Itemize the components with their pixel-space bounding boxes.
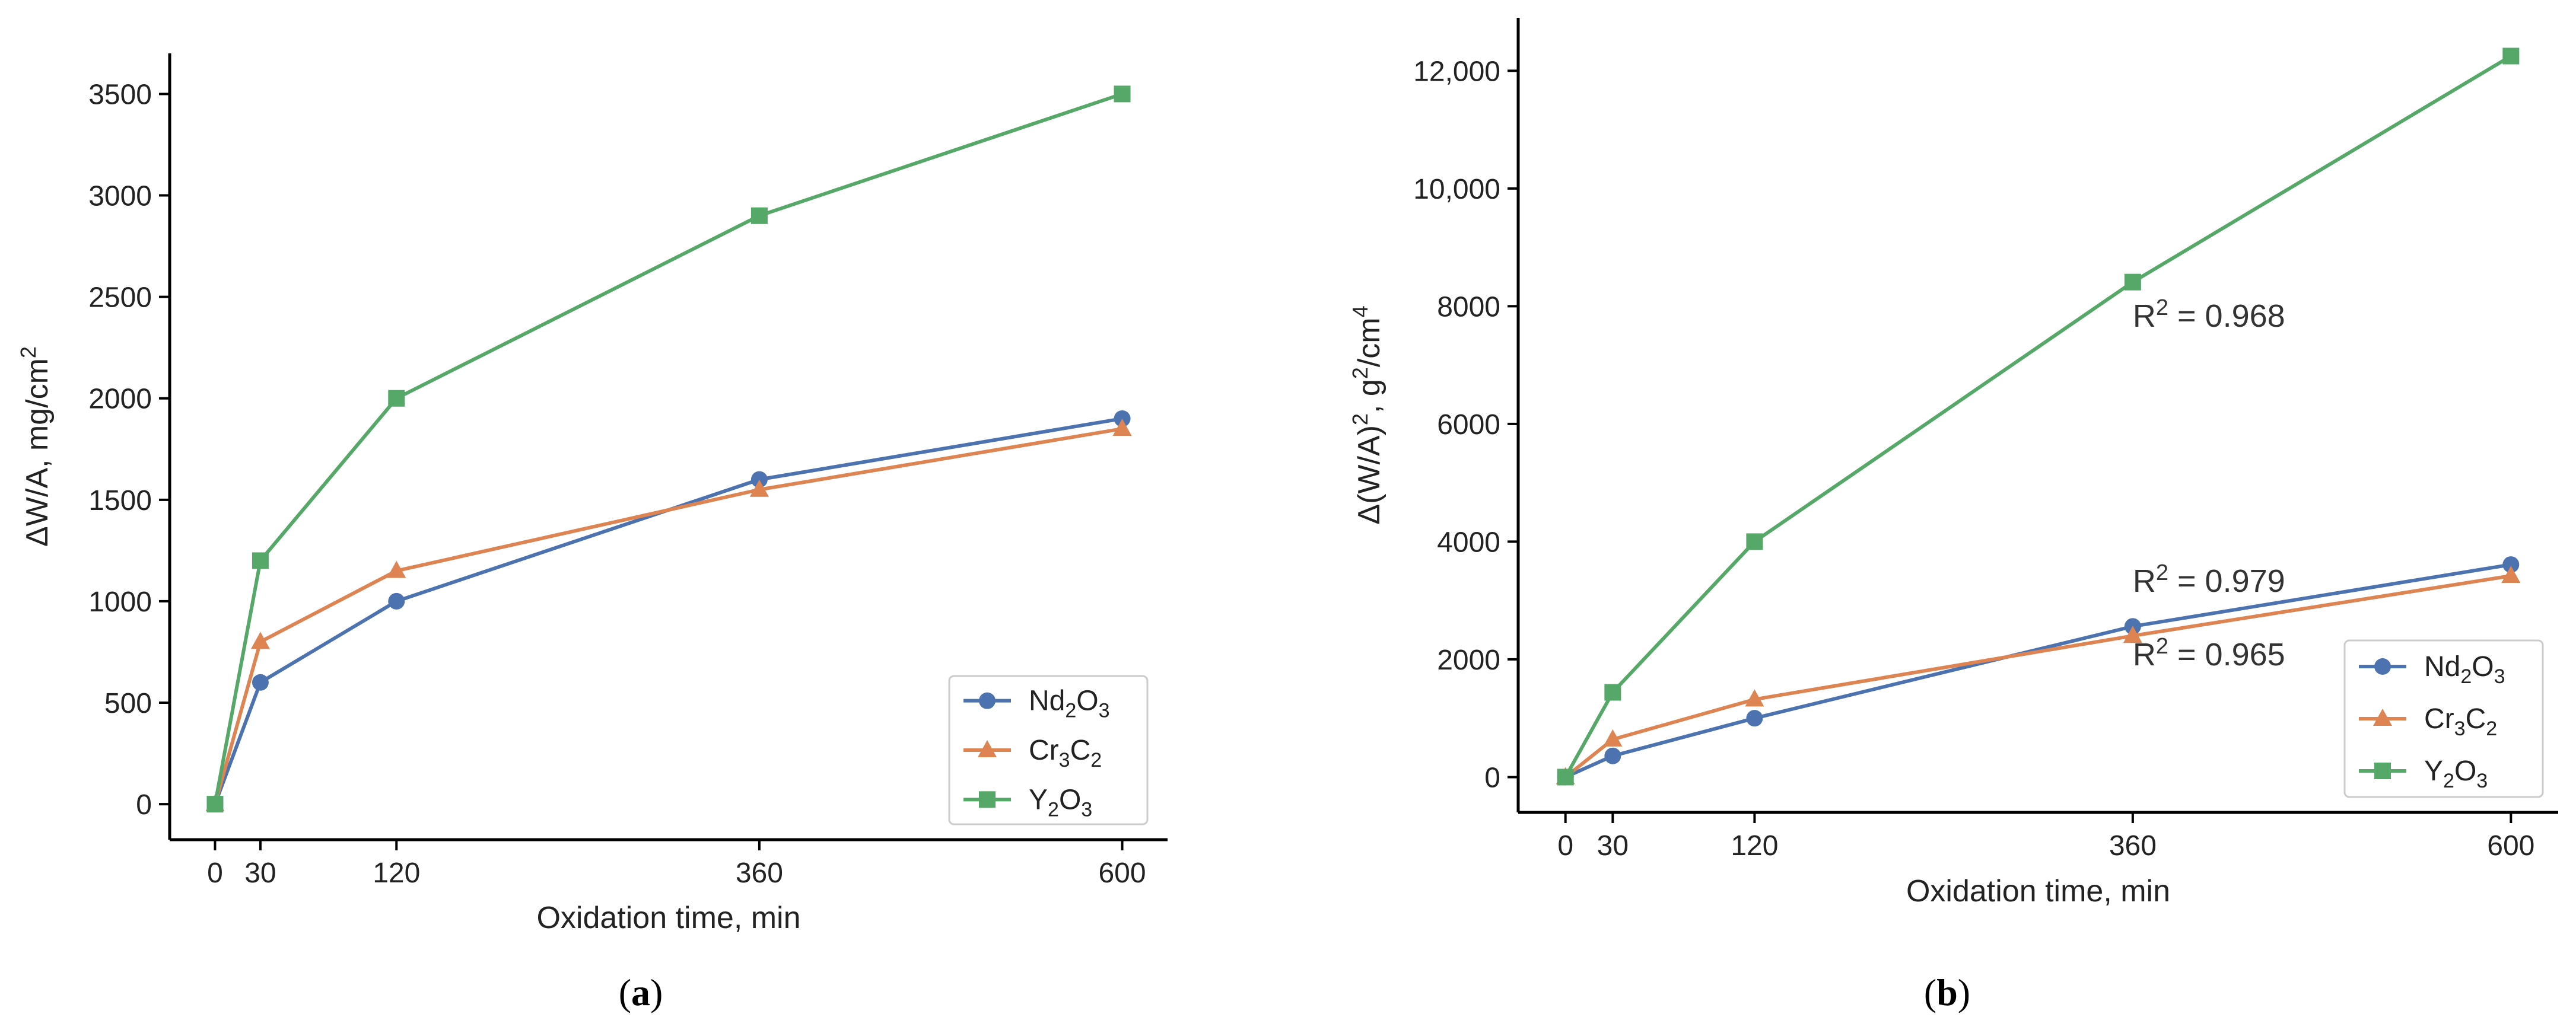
x-tick-label: 600 [1098,857,1146,889]
x-tick-label: 360 [736,857,783,889]
data-point-Y2O3 [252,552,269,569]
data-point-Y2O3 [2124,273,2141,291]
caption-a-letter: a [631,971,650,1013]
data-point-Nd2O3 [750,471,768,488]
y-axis-title: ΔW/A, mg/cm2 [16,346,55,547]
data-point-Y2O3 [1746,533,1763,550]
legend-label-Cr3C2: Cr3C2 [2424,703,2497,740]
x-tick-label: 600 [2487,830,2534,862]
caption-b-letter: b [1936,971,1958,1013]
y-tick-label: 2500 [88,282,152,314]
x-axis-title: Oxidation time, min [536,901,800,935]
y-tick-label: 6000 [1437,409,1500,441]
y-tick-label: 0 [1484,762,1500,793]
data-point-Nd2O3 [1604,747,1621,764]
y-tick-label: 4000 [1437,527,1500,558]
r-squared-annotation: R2 = 0.968 [2133,295,2285,334]
y-tick-label: 3000 [88,181,152,212]
y-tick-label: 500 [104,688,152,719]
data-point-Y2O3 [1114,85,1131,103]
legend-marker-Nd2O3 [979,692,996,709]
y-tick-label: 0 [136,789,152,821]
data-point-Cr3C2 [2501,565,2521,583]
legend-marker-Cr3C2 [978,740,997,757]
legend-label-Y2O3: Y2O3 [2424,755,2488,792]
data-point-Cr3C2 [387,560,406,578]
x-axis-title: Oxidation time, min [1906,874,2170,908]
legend-marker-Cr3C2 [2373,709,2392,726]
caption-b: (b) [1924,971,1970,1013]
data-point-Cr3C2 [1603,729,1623,747]
legend-label-Cr3C2: Cr3C2 [1029,735,1102,771]
data-point-Cr3C2 [2123,626,2142,643]
data-point-Nd2O3 [1746,710,1763,727]
legend-marker-Y2O3 [2374,763,2391,779]
data-point-Nd2O3 [388,592,405,610]
y-tick-label: 2000 [88,384,152,415]
data-point-Nd2O3 [2502,556,2520,573]
panel-a: 0 500 1000 1500 2000 2500 3000 3500 0 30 120 360 600… [16,53,1168,935]
caption-a: (a) [619,971,663,1013]
r-squared-annotation: R2 = 0.965 [2133,634,2285,672]
data-point-Y2O3 [1557,769,1574,786]
legend-marker-Nd2O3 [2374,658,2391,675]
x-tick-label: 30 [1597,830,1629,862]
y-tick-label: 1500 [88,485,152,516]
x-tick-label: 360 [2109,830,2157,862]
data-point-Y2O3 [206,796,224,813]
legend-label-Nd2O3: Nd2O3 [2424,651,2505,688]
panel-b: 0 2000 4000 6000 8000 10,000 12,000 0 30 120 360 60… [1348,18,2558,908]
legend-box [2343,639,2544,798]
y-tick-label: 1000 [88,586,152,618]
data-point-Y2O3 [2502,47,2520,65]
data-point-Cr3C2 [749,479,769,497]
y-tick-label: 3500 [88,79,152,110]
r-squared-annotation: R2 = 0.979 [2133,560,2285,599]
x-tick-label: 120 [1731,830,1778,862]
data-point-Y2O3 [1604,684,1621,701]
y-axis-title: Δ(W/A)2, g2/cm4 [1348,305,1386,524]
legend-label-Y2O3: Y2O3 [1029,784,1092,821]
y-tick-label: 10,000 [1413,174,1500,205]
data-point-Nd2O3 [252,674,269,691]
x-tick-label: 30 [244,857,276,889]
data-point-Y2O3 [388,390,405,407]
data-point-Y2O3 [750,207,768,224]
data-point-Cr3C2 [250,632,270,649]
y-tick-label: 8000 [1437,291,1500,323]
y-tick-label: 2000 [1437,645,1500,676]
legend-label-Nd2O3: Nd2O3 [1029,686,1110,722]
legend-box [948,675,1149,825]
x-tick-label: 0 [207,857,223,889]
data-point-Nd2O3 [1114,410,1131,427]
legend: Nd2O3 Cr3C2 Y2O3 [948,675,1149,825]
legend: Nd2O3 Cr3C2 Y2O3 [2343,639,2544,798]
legend-marker-Y2O3 [979,791,996,808]
data-point-Cr3C2 [1112,419,1132,436]
y-tick-label: 12,000 [1413,56,1500,87]
data-point-Cr3C2 [1745,689,1764,707]
x-tick-label: 120 [373,857,420,889]
x-tick-label: 0 [1557,830,1573,862]
